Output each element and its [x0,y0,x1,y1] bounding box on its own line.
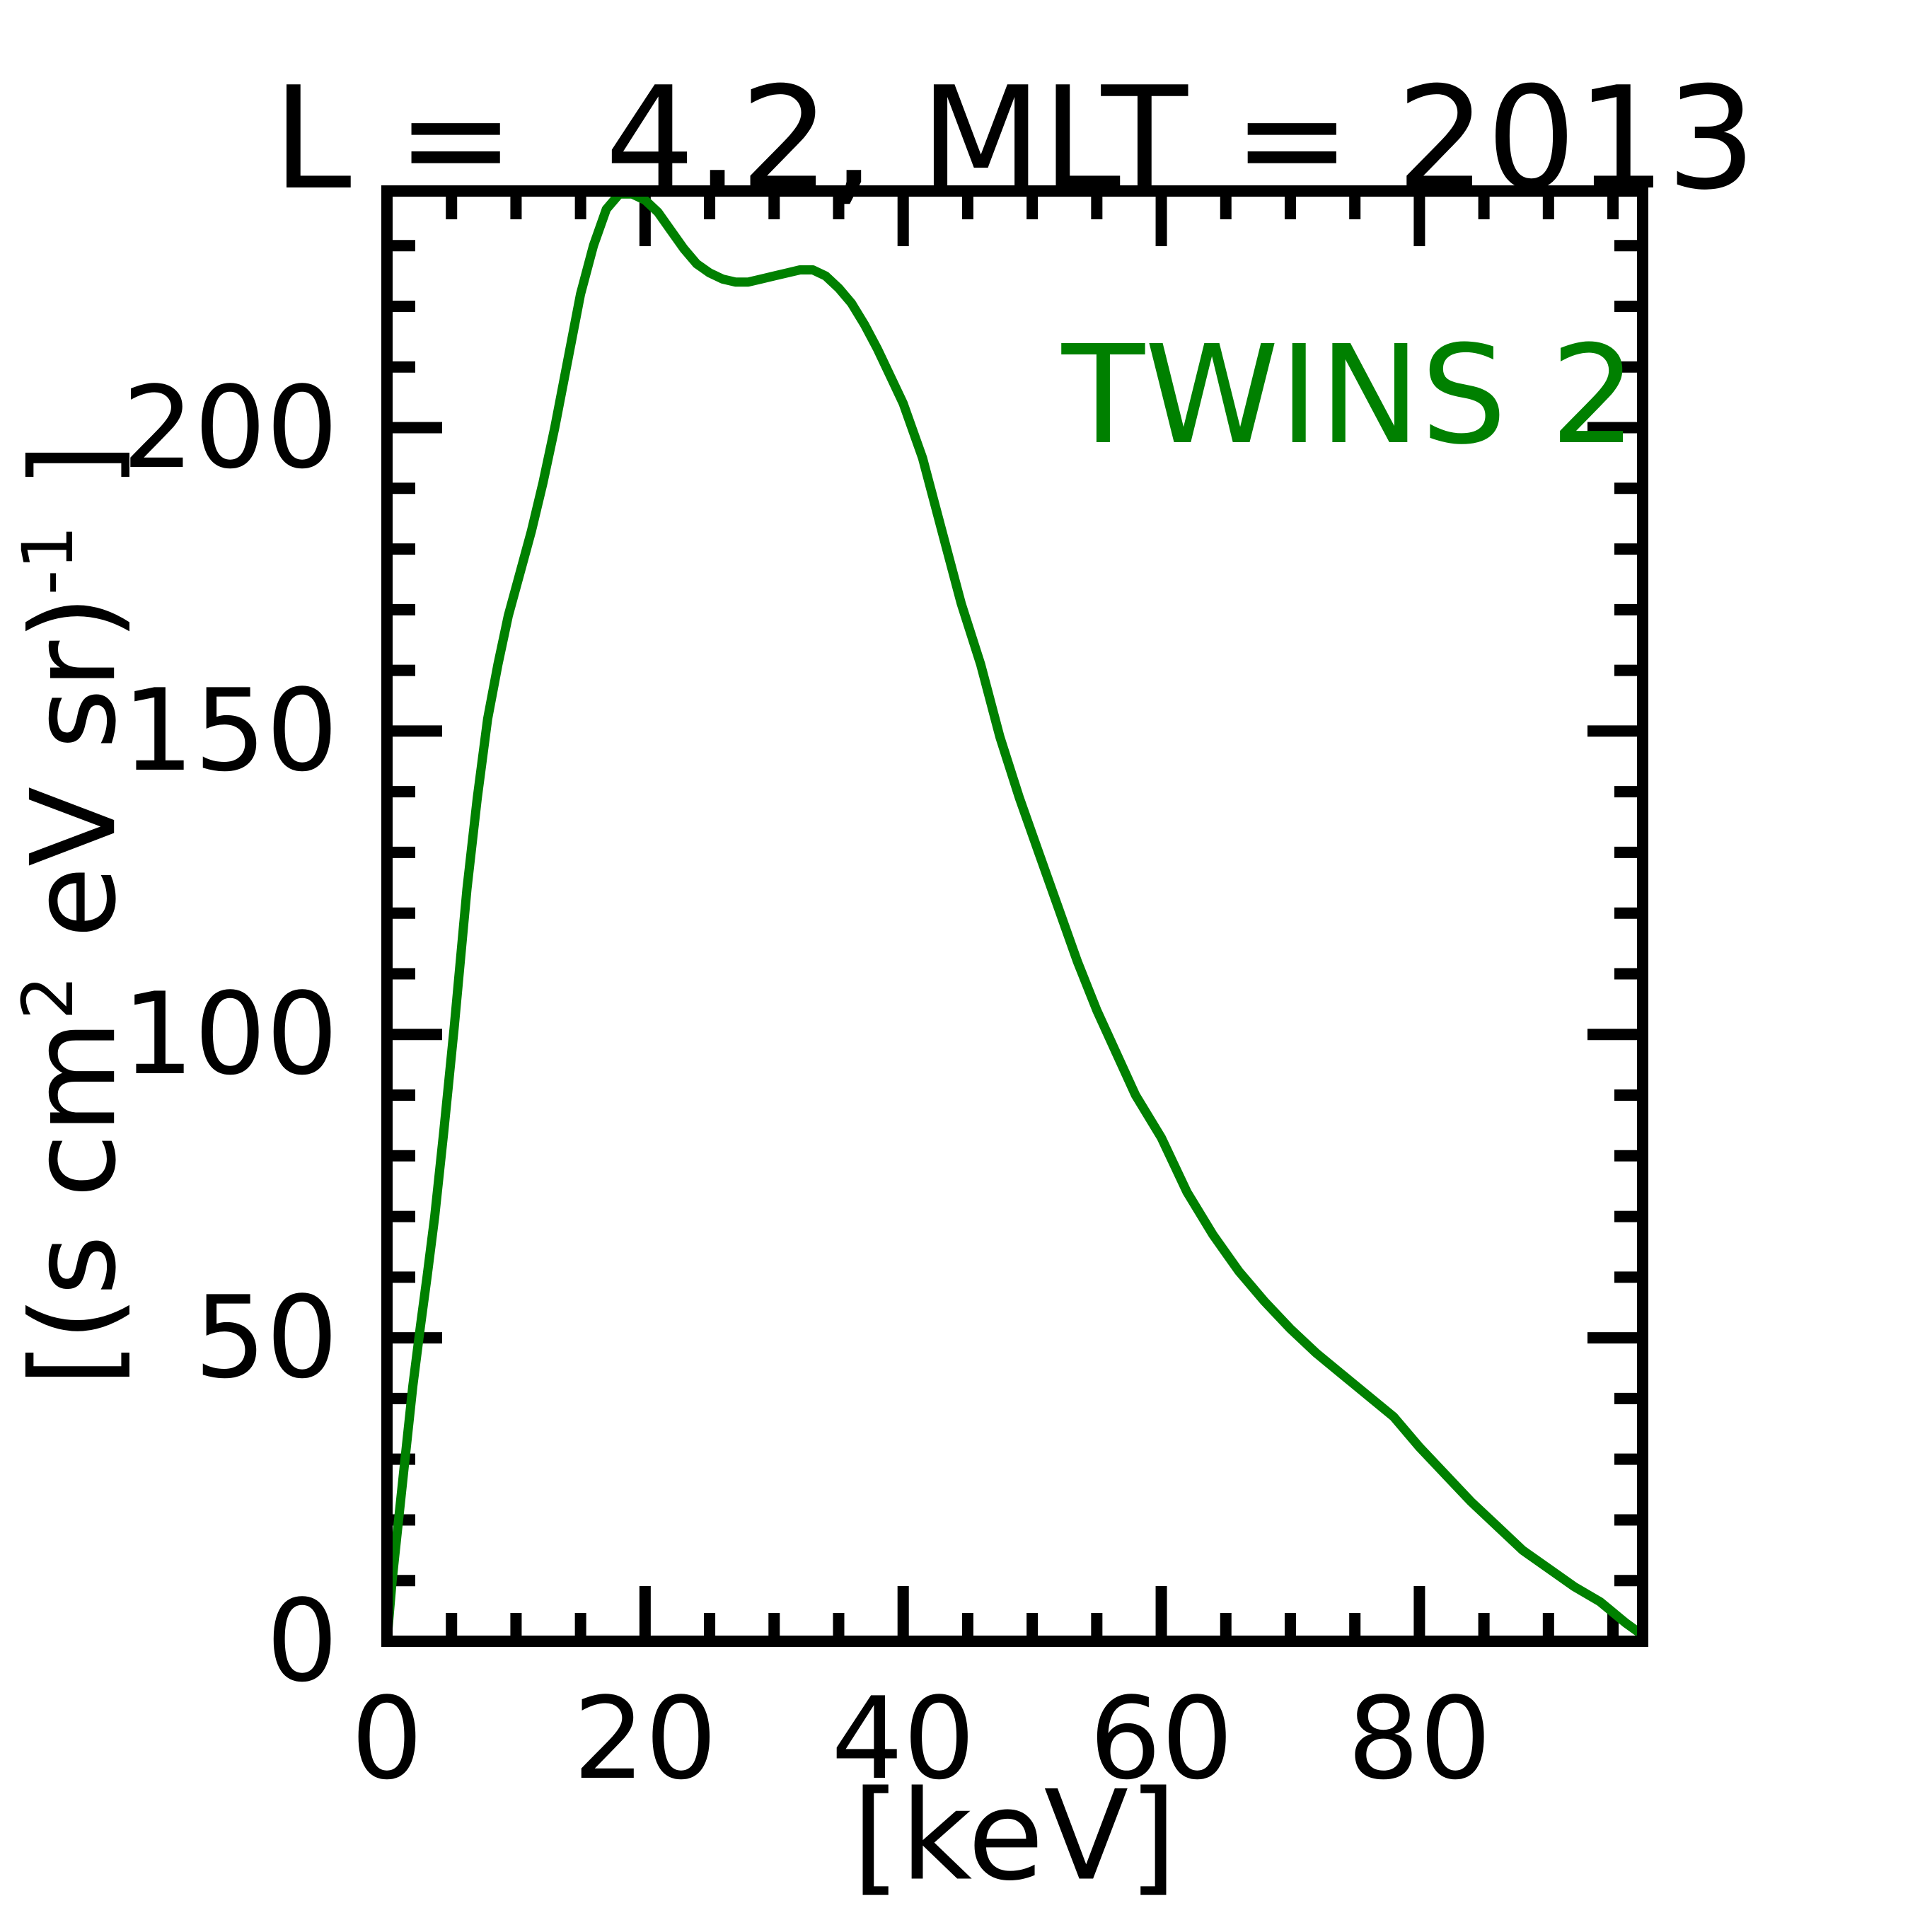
y-tick-label: 100 [122,968,338,1101]
legend-label: TWINS 2 [1061,317,1637,475]
x-tick-label: 0 [351,1672,423,1805]
y-axis-label-text: eV sr) [6,595,142,976]
y-axis-label: [(s cm2 eV sr)-1 ] [6,443,141,1387]
y-axis-label-superscript: -1 [7,525,89,596]
x-tick-label: 80 [1347,1672,1492,1805]
plot-frame [381,185,1648,1647]
data-series-twins-2 [393,197,1637,1636]
y-tick-label: 200 [122,361,338,494]
y-tick-label: 0 [266,1575,338,1707]
x-axis-label: [keV] [852,1764,1177,1909]
x-tick-label: 60 [1089,1672,1234,1805]
plot-title: L = 4.2, MLT = 2013 [272,57,1757,221]
y-axis-label-text: [(s cm [6,1019,142,1387]
y-tick-label: 150 [122,664,338,797]
y-tick-label: 50 [194,1271,338,1404]
x-tick-label: 40 [831,1672,976,1805]
x-tick-label: 20 [573,1672,717,1805]
y-axis-label-superscript: 2 [7,975,89,1020]
y-axis-label-text: ] [6,442,142,526]
